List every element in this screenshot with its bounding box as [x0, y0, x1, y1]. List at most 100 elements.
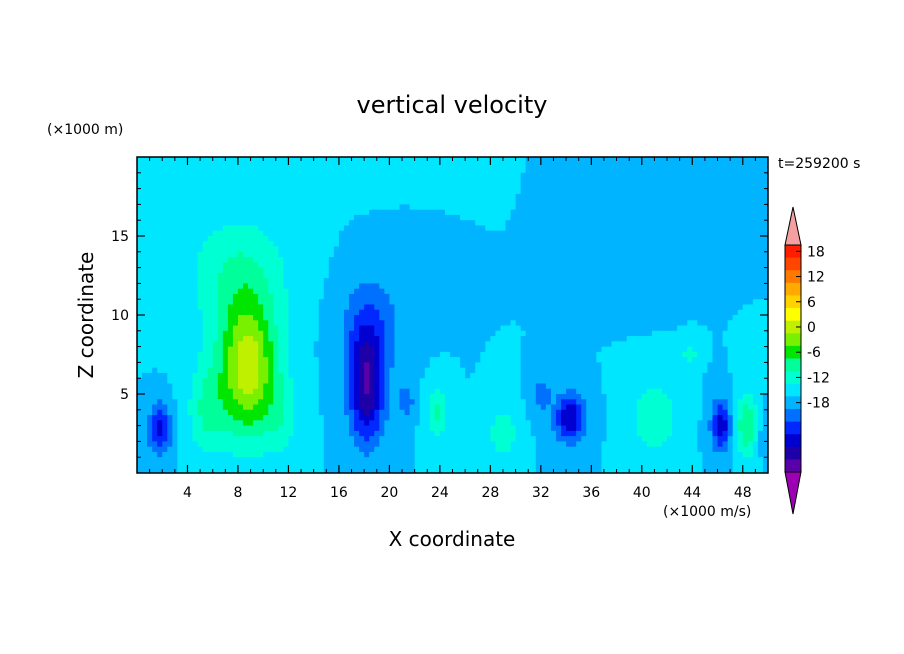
field-cell [530, 236, 537, 242]
field-cell [495, 362, 502, 369]
field-cell [313, 278, 320, 284]
field-cell [732, 320, 739, 327]
field-cell [147, 341, 153, 348]
field-cell [561, 246, 567, 253]
field-cell [308, 267, 315, 274]
field-cell [561, 362, 567, 369]
field-cell [374, 178, 380, 184]
field-cell [273, 199, 279, 205]
field-cell [379, 278, 385, 284]
field-cell [162, 267, 168, 274]
field-cell [298, 257, 305, 263]
field-cell [555, 246, 562, 253]
field-cell [495, 220, 502, 227]
field-cell [722, 167, 729, 174]
field-cell [555, 204, 562, 211]
field-cell [227, 309, 234, 316]
field-cell [374, 278, 380, 284]
field-cell [505, 214, 512, 221]
field-cell [222, 188, 229, 195]
field-cell [167, 299, 173, 306]
field-cell [510, 199, 517, 205]
field-cell [591, 346, 597, 353]
field-cell [333, 225, 340, 232]
field-cell [611, 220, 618, 227]
field-cell [187, 246, 194, 253]
field-cell [232, 325, 239, 332]
field-cell [687, 162, 693, 169]
field-cell [192, 272, 199, 279]
field-cell [616, 241, 623, 248]
field-cell [349, 225, 355, 232]
field-cell [192, 157, 199, 163]
field-cell [520, 172, 527, 179]
field-cell [697, 257, 703, 263]
field-cell [581, 288, 587, 295]
field-cell [318, 162, 325, 169]
field-cell [278, 178, 284, 184]
field-cell [419, 230, 426, 237]
field-cell [142, 251, 148, 258]
field-cell [727, 320, 734, 327]
field-cell [268, 330, 274, 337]
field-cell [505, 162, 512, 169]
field-cell [576, 351, 582, 358]
field-cell [616, 257, 623, 263]
field-cell [293, 214, 300, 221]
field-cell [399, 362, 406, 369]
field-cell [137, 225, 143, 232]
field-cell [702, 220, 709, 227]
field-cell [152, 293, 158, 300]
field-cell [470, 330, 476, 337]
field-cell [525, 262, 532, 269]
field-cell [384, 315, 390, 321]
field-cell [414, 336, 421, 342]
field-cell [525, 230, 532, 237]
field-cell [212, 236, 219, 242]
field-cell [232, 293, 239, 300]
field-cell [152, 230, 158, 237]
field-cell [596, 257, 603, 263]
field-cell [616, 357, 623, 363]
field-cell [641, 330, 648, 337]
field-cell [222, 257, 229, 263]
field-cell [737, 351, 744, 358]
field-cell [243, 351, 249, 358]
field-cell [747, 262, 754, 269]
field-cell [192, 262, 199, 269]
field-cell [268, 209, 274, 216]
field-cell [283, 167, 290, 174]
field-cell [162, 172, 168, 179]
field-cell [253, 199, 259, 205]
field-cell [470, 315, 476, 321]
field-cell [682, 336, 688, 342]
field-cell [298, 172, 305, 179]
field-cell [682, 283, 688, 290]
field-cell [354, 299, 360, 306]
field-cell [258, 220, 264, 227]
field-cell [636, 230, 643, 237]
field-cell [737, 209, 744, 216]
field-cell [222, 172, 229, 179]
field-cell [394, 262, 401, 269]
field-cell [349, 214, 355, 221]
field-cell [525, 283, 532, 290]
field-cell [752, 309, 759, 316]
field-cell [550, 351, 557, 358]
field-cell [717, 362, 724, 369]
field-cell [555, 262, 562, 269]
field-cell [636, 257, 643, 263]
field-cell [540, 183, 547, 190]
field-cell [288, 236, 295, 242]
field-cell [288, 299, 295, 306]
field-cell [515, 309, 522, 316]
field-cell [227, 188, 234, 195]
field-cell [384, 351, 390, 358]
field-cell [707, 157, 714, 163]
field-cell [177, 336, 184, 342]
field-cell [576, 330, 582, 337]
field-cell [475, 183, 481, 190]
field-cell [389, 246, 396, 253]
field-cell [364, 283, 370, 290]
field-cell [465, 214, 471, 221]
